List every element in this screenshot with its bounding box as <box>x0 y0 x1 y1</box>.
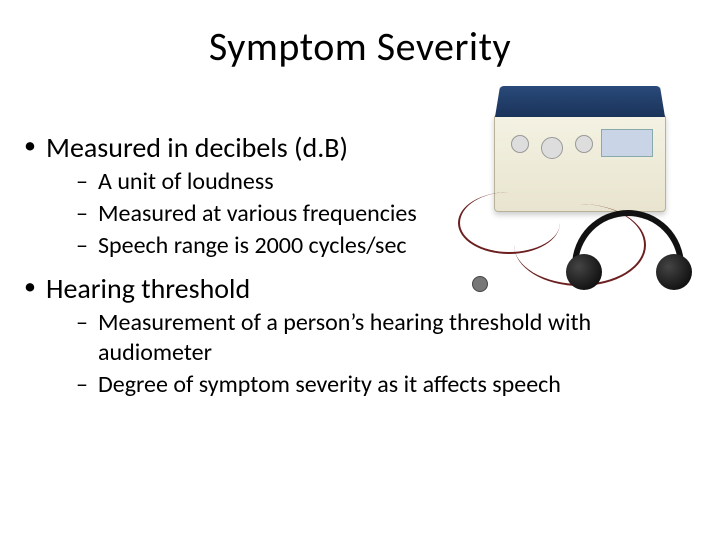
sub-bullet-list: Measurement of a person’s hearing thresh… <box>46 308 700 400</box>
headphones-earcup-icon <box>656 254 692 290</box>
slide-title: Symptom Severity <box>0 22 720 71</box>
audiometer-image <box>464 114 690 314</box>
knob-icon <box>575 135 593 153</box>
sub-bullet-item: Measurement of a person’s hearing thresh… <box>76 308 700 368</box>
slide: Symptom Severity Measured in decibels (d… <box>0 0 720 540</box>
headphones-earcup-icon <box>566 254 602 290</box>
sub-bullet-item: Degree of symptom severity as it affects… <box>76 370 700 400</box>
bullet-text: Measured in decibels (d.B) <box>46 130 348 165</box>
display-panel-icon <box>601 129 653 157</box>
knob-icon <box>511 135 529 153</box>
knob-icon <box>541 137 563 159</box>
microphone-icon <box>472 276 488 292</box>
bullet-text: Hearing threshold <box>46 271 250 306</box>
audiometer-lid-icon <box>495 86 665 117</box>
